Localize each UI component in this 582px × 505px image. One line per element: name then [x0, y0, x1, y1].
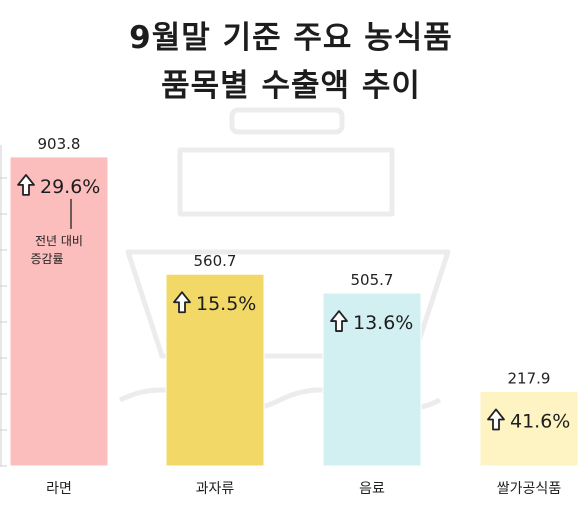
- ship-watermark-cabin: [177, 147, 395, 217]
- chart-title-line-1: 9월말 기준 주요 농식품: [129, 20, 453, 56]
- bar-value-label: 560.7: [194, 252, 237, 270]
- growth-rate-label: 15.5%: [196, 293, 256, 315]
- up-arrow-icon: [330, 310, 348, 332]
- category-label: 라면: [46, 481, 72, 497]
- category-label: 과자류: [196, 481, 235, 497]
- growth-rate-label: 41.6%: [510, 410, 570, 432]
- up-arrow-icon: [487, 408, 505, 431]
- annotation-text: 전년 대비: [35, 234, 83, 248]
- chart-title-line-2: 품목별 수출액 추이: [161, 68, 421, 104]
- bar-value-label: 505.7: [351, 271, 394, 289]
- category-label: 음료: [359, 481, 385, 497]
- bar-value-label: 903.8: [38, 135, 81, 153]
- ship-watermark-funnel: [229, 107, 345, 135]
- bar-value-label: 217.9: [508, 369, 551, 387]
- y-axis-ticks: [0, 145, 7, 467]
- annotation-text: 증감률: [30, 252, 63, 266]
- up-arrow-icon: [17, 174, 35, 196]
- bar: [9, 156, 109, 467]
- bar: [479, 390, 579, 467]
- category-label: 쌀가공식품: [497, 481, 562, 497]
- up-arrow-icon: [173, 291, 191, 314]
- growth-rate-label: 13.6%: [353, 312, 413, 334]
- growth-rate-label: 29.6%: [40, 176, 100, 198]
